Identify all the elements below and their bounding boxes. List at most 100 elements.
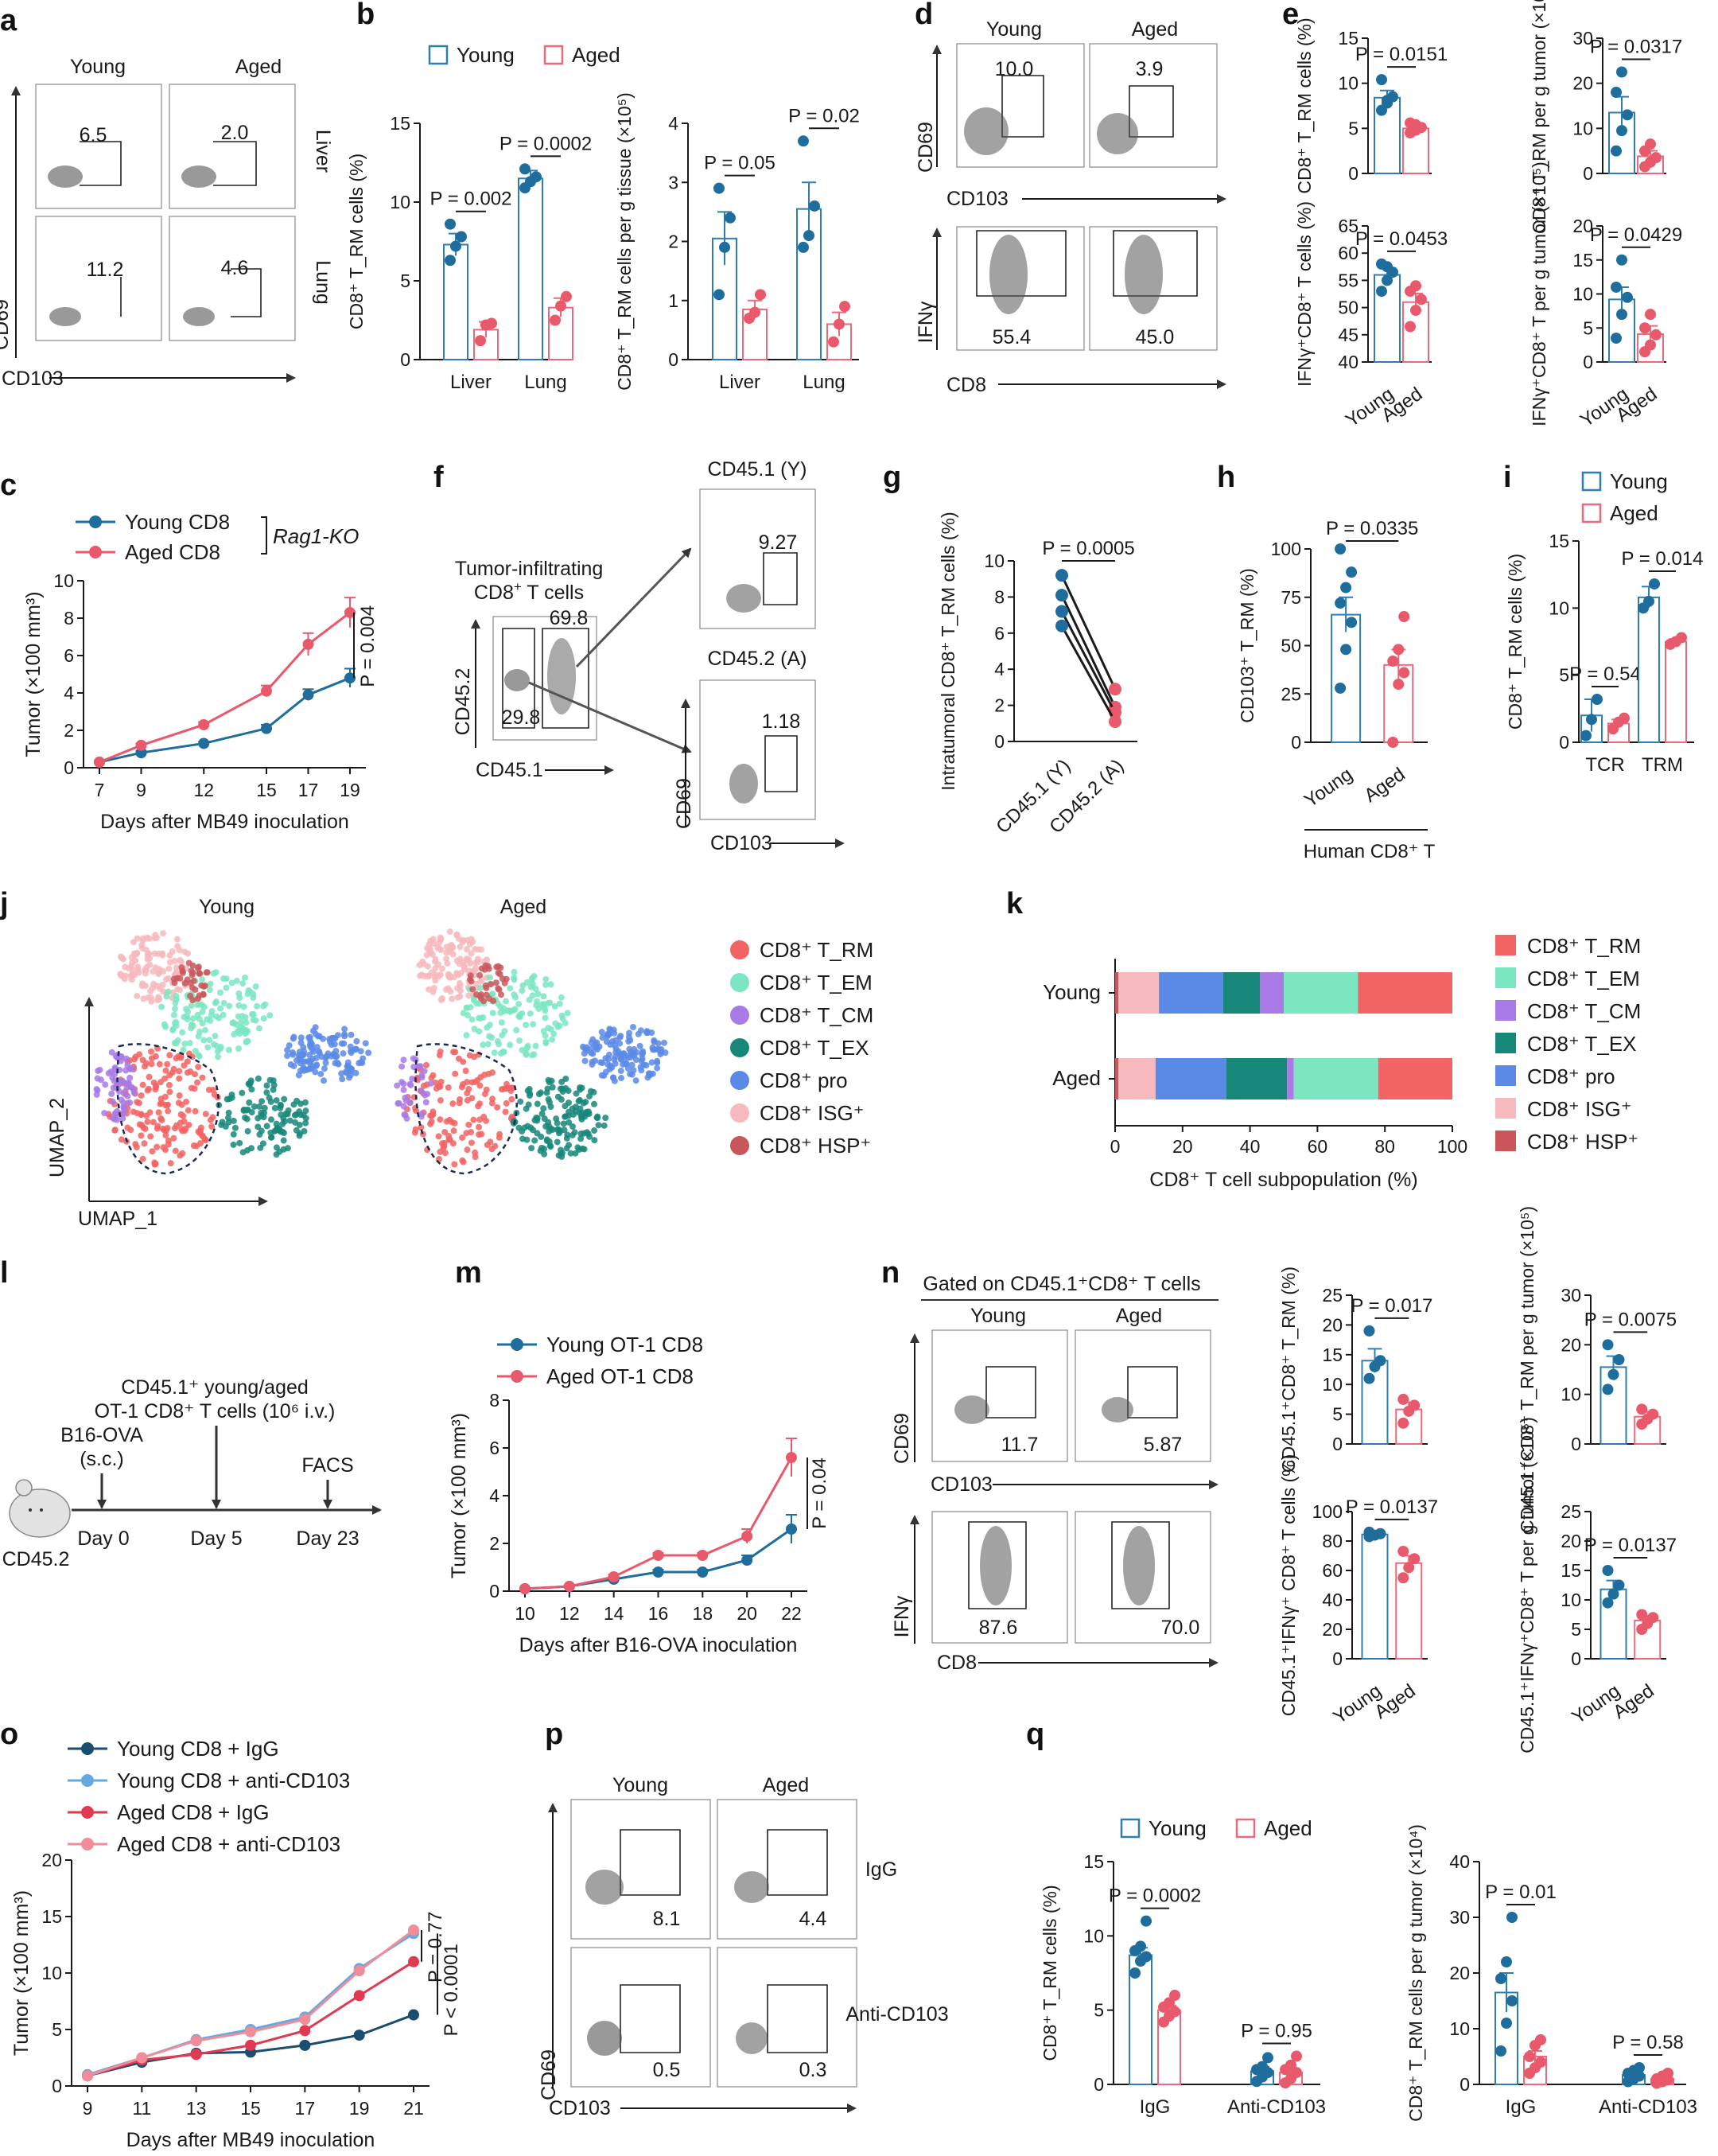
umap-point <box>134 950 141 957</box>
panel-j: j Young Aged UMAP_2 UMAP_1 CD8⁺ T_RMCD8⁺… <box>0 887 873 1230</box>
umap-point <box>280 1130 287 1137</box>
umap-point <box>617 1068 624 1075</box>
umap-point <box>157 1115 165 1122</box>
bar-young <box>1361 1533 1389 1660</box>
umap-point <box>538 1144 546 1151</box>
stack-segment <box>1115 1058 1119 1099</box>
umap-point <box>498 1019 505 1026</box>
umap-point <box>607 1062 614 1069</box>
legend-label: CD8⁺ T_CM <box>1527 999 1641 1023</box>
umap-point <box>532 1042 539 1049</box>
umap-point <box>489 1069 496 1076</box>
umap-point <box>173 936 181 943</box>
umap-point <box>141 1063 148 1070</box>
panel-label-b: b <box>356 0 375 31</box>
y-tick-label: 0 <box>1332 1434 1343 1454</box>
umap-point <box>496 986 503 993</box>
umap-point <box>248 1011 255 1018</box>
umap-point <box>146 1109 154 1116</box>
data-point <box>344 672 356 684</box>
category-label: IgG <box>1140 2096 1171 2118</box>
data-point <box>1676 632 1687 644</box>
legend-label: CD8⁺ T_EX <box>1527 1032 1637 1056</box>
umap-point <box>171 979 178 987</box>
umap-point <box>181 1062 188 1069</box>
umap-point <box>467 976 474 983</box>
umap-point <box>503 1099 510 1107</box>
gate-value: 45.0 <box>1136 326 1175 348</box>
category-label: Young <box>1300 764 1357 812</box>
umap-point <box>661 1039 668 1046</box>
y-axis-label: Tumor (×100 mm³) <box>22 591 45 757</box>
data-point <box>1141 1951 1152 1963</box>
umap-point <box>441 1128 449 1135</box>
data-point <box>135 739 147 751</box>
data-point <box>725 212 736 224</box>
data-point <box>1393 679 1405 691</box>
y-tick-label: 45 <box>1338 325 1358 345</box>
umap-point <box>435 1133 442 1140</box>
panel-label-c: c <box>0 469 17 502</box>
gate <box>767 1984 828 2053</box>
y-tick-label: 15 <box>390 113 410 134</box>
umap-point <box>461 963 468 971</box>
umap-point <box>207 980 214 987</box>
umap-point <box>321 1077 328 1084</box>
group-label: Human CD8⁺ T <box>1304 841 1436 862</box>
col-label-aged: Aged <box>1132 18 1178 41</box>
panel-label-o: o <box>0 1718 18 1751</box>
umap-point <box>163 993 170 1000</box>
umap-point <box>657 1051 664 1058</box>
umap-point <box>516 1037 523 1045</box>
umap-point <box>259 1140 266 1147</box>
legend-marker <box>81 1774 94 1787</box>
data-point <box>839 301 850 313</box>
umap-title: Young <box>199 896 255 918</box>
y-tick-label: 10 <box>41 1963 62 1983</box>
legend-swatch <box>1495 935 1516 955</box>
row-label-lung: Lung <box>312 260 334 305</box>
data-point <box>1397 1572 1409 1584</box>
umap-point <box>219 1119 226 1126</box>
umap-point <box>236 1139 243 1146</box>
legend-label: Aged <box>1610 501 1658 525</box>
y-axis-label: IFNγ⁺CD8⁺ T cells (%) <box>1294 201 1315 387</box>
umap-point <box>531 1137 538 1144</box>
umap-point <box>130 1087 137 1094</box>
schematic-text: CD45.1⁺ young/aged <box>121 1376 309 1399</box>
gate-value: 3.9 <box>1136 58 1164 80</box>
umap-point <box>655 1040 662 1047</box>
legend-marker <box>89 546 102 558</box>
umap-point <box>542 1038 550 1045</box>
data-point <box>1501 1956 1512 1967</box>
umap-point <box>148 1060 155 1068</box>
umap-point <box>173 1022 180 1029</box>
umap-point <box>542 975 550 983</box>
data-point <box>1405 321 1416 333</box>
umap-point <box>599 1060 606 1067</box>
p-value: P = 0.017 <box>1351 1295 1432 1317</box>
umap-point <box>491 1049 498 1057</box>
day-label: Day 5 <box>190 1527 242 1550</box>
umap-point <box>468 950 475 957</box>
umap-point <box>158 1003 165 1010</box>
gate <box>80 141 122 186</box>
row-label-liver: Liver <box>312 130 334 173</box>
x-axis-label: Days after MB49 inoculation <box>100 811 349 833</box>
umap-point <box>478 946 485 953</box>
umap-point <box>290 1051 297 1058</box>
umap-point <box>565 1108 572 1115</box>
umap-point <box>159 950 166 957</box>
legend-label: CD8⁺ T_RM <box>1527 934 1641 958</box>
p-value: P = 0.0151 <box>1355 44 1448 65</box>
y-axis-label: CD45.1⁺IFNγ⁺ CD8⁺ T cells (%) <box>1278 1454 1299 1717</box>
umap-point <box>201 982 208 989</box>
data-point <box>1611 333 1622 344</box>
umap-point <box>120 1099 127 1107</box>
umap-point <box>93 1086 100 1093</box>
umap-point <box>452 1070 459 1077</box>
bar-young <box>1331 613 1362 743</box>
cell-cluster <box>587 2021 622 2056</box>
umap-point <box>260 1015 267 1022</box>
panel-label-a: a <box>0 4 17 37</box>
